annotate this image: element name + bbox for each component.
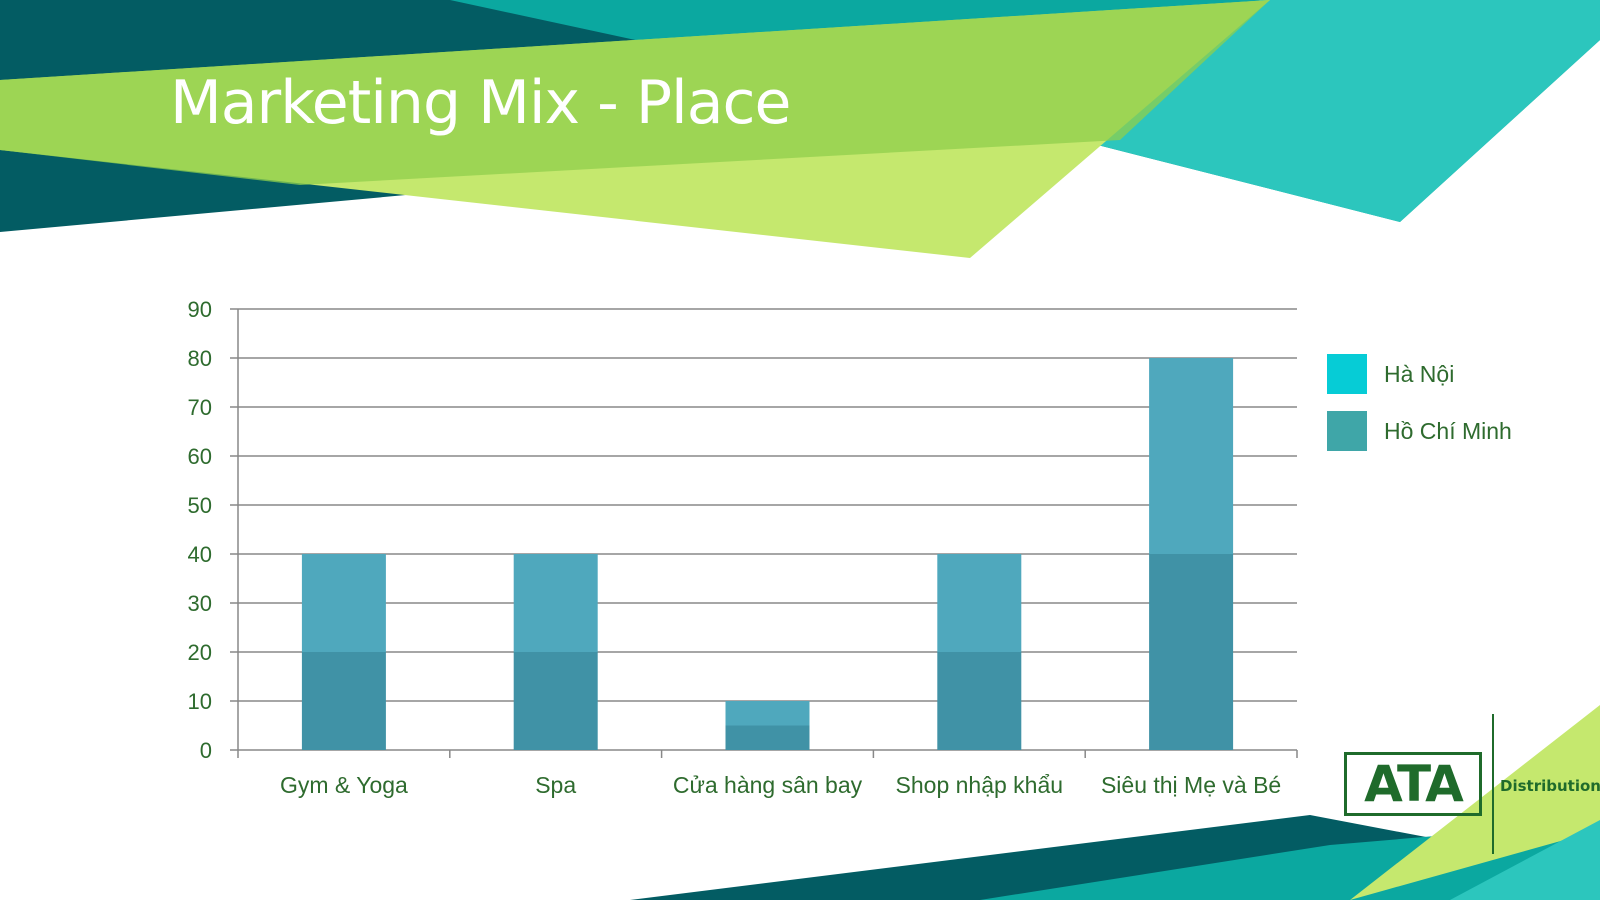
x-tick-label: Spa xyxy=(535,772,576,798)
legend-label: Hà Nội xyxy=(1384,361,1454,387)
bar-segment xyxy=(513,554,598,652)
x-tick-label: Siêu thị Mẹ và Bé xyxy=(1101,772,1281,798)
legend-swatch xyxy=(1327,354,1367,394)
y-tick-label: 50 xyxy=(188,493,212,518)
bar-segment xyxy=(1149,554,1234,750)
bar-segment xyxy=(301,554,386,652)
slide-title: Marketing Mix - Place xyxy=(170,68,791,138)
y-tick-label: 40 xyxy=(188,542,212,567)
bar-segment xyxy=(937,554,1022,652)
legend-label: Hồ Chí Minh xyxy=(1384,418,1512,444)
y-tick-label: 30 xyxy=(188,591,212,616)
bar-segment xyxy=(937,652,1022,750)
x-tick-label: Cửa hàng sân bay xyxy=(673,772,863,798)
logo-tagline: Distribution xyxy=(1500,777,1600,795)
x-tick-label: Shop nhập khẩu xyxy=(896,772,1064,798)
y-tick-label: 90 xyxy=(188,297,212,322)
logo-divider xyxy=(1492,714,1494,854)
x-tick-label: Gym & Yoga xyxy=(280,772,408,798)
deco-green-band xyxy=(0,0,1270,185)
bar-segment xyxy=(725,701,810,726)
deco-lime-corner xyxy=(1350,705,1600,900)
y-tick-label: 80 xyxy=(188,346,212,371)
bar-segment xyxy=(301,652,386,750)
bar-segment xyxy=(1149,358,1234,554)
legend-swatch xyxy=(1327,411,1367,451)
ata-logo: ATA xyxy=(1344,752,1482,816)
logo-mark: ATA xyxy=(1364,755,1464,813)
y-tick-label: 10 xyxy=(188,689,212,714)
y-tick-label: 20 xyxy=(188,640,212,665)
y-tick-label: 70 xyxy=(188,395,212,420)
deco-light-teal-corner xyxy=(1450,820,1600,900)
bar-segment xyxy=(725,725,810,750)
y-tick-label: 60 xyxy=(188,444,212,469)
bar-segment xyxy=(513,652,598,750)
y-tick-label: 0 xyxy=(200,738,212,763)
